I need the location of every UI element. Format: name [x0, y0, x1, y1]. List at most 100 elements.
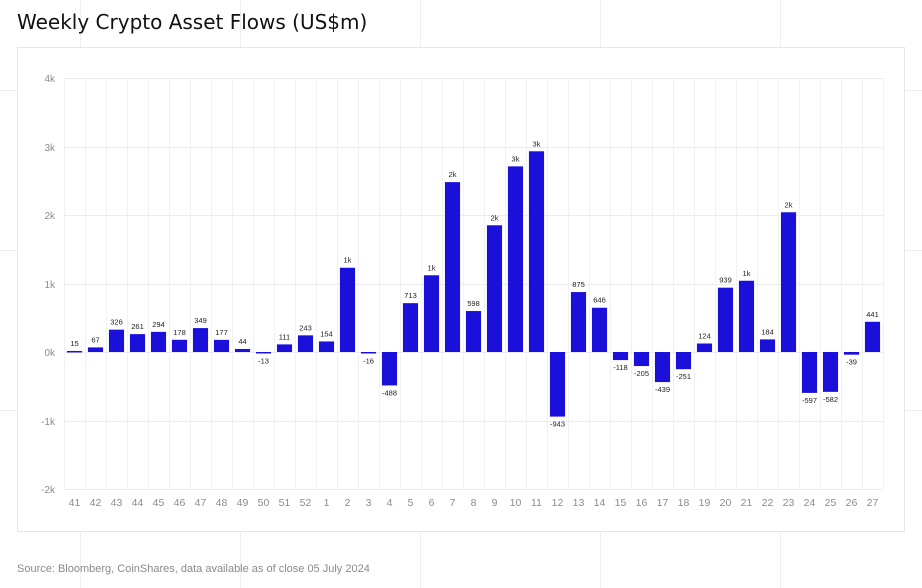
y-tick-label: 1k — [44, 280, 56, 291]
bar — [675, 352, 692, 370]
x-tick-label: 51 — [279, 497, 291, 509]
x-tick-label: 21 — [741, 497, 753, 509]
data-label: 349 — [194, 316, 207, 325]
x-tick-label: 45 — [153, 497, 165, 509]
data-label: 184 — [761, 327, 774, 336]
bar — [129, 334, 146, 352]
data-label: 1k — [743, 269, 751, 278]
x-tick-label: 50 — [258, 497, 270, 509]
data-label: 67 — [91, 335, 99, 344]
x-tick-label: 3 — [366, 497, 372, 509]
x-tick-label: 20 — [720, 497, 732, 509]
bar — [360, 352, 377, 354]
data-label: 154 — [320, 329, 333, 338]
x-tick-label: 43 — [111, 497, 123, 509]
data-label: -39 — [846, 358, 857, 367]
bar — [402, 303, 419, 352]
bar — [381, 352, 398, 386]
bar — [507, 166, 524, 352]
x-tick-label: 2 — [345, 497, 351, 509]
x-tick-label: 1 — [324, 497, 330, 509]
y-tick-label: -2k — [41, 485, 56, 496]
bar — [108, 329, 125, 352]
bar — [528, 151, 545, 352]
data-label: -439 — [655, 385, 670, 394]
data-label: -13 — [258, 357, 269, 366]
bar — [276, 344, 293, 352]
data-label: -205 — [634, 369, 649, 378]
chart-title: Weekly Crypto Asset Flows (US$m) — [17, 10, 368, 34]
x-tick-label: 18 — [678, 497, 690, 509]
bar — [843, 352, 860, 355]
x-tick-label: 9 — [492, 497, 498, 509]
x-tick-label: 10 — [510, 497, 522, 509]
bar — [780, 212, 797, 352]
x-tick-label: 46 — [174, 497, 186, 509]
x-tick-label: 52 — [300, 497, 312, 509]
x-tick-label: 48 — [216, 497, 228, 509]
data-label: -16 — [363, 357, 374, 366]
data-label: 124 — [698, 332, 711, 341]
bar — [549, 352, 566, 417]
bar — [213, 339, 230, 352]
data-label: -943 — [550, 420, 565, 429]
data-label: 3k — [512, 154, 520, 163]
data-label: 939 — [719, 276, 732, 285]
bar — [717, 287, 734, 352]
x-tick-label: 6 — [429, 497, 435, 509]
y-tick-label: 3k — [44, 143, 56, 154]
x-tick-label: 41 — [69, 497, 81, 509]
data-label: 243 — [299, 323, 312, 332]
bar — [318, 341, 335, 352]
bar — [87, 347, 104, 352]
data-label: 294 — [152, 320, 165, 329]
x-tick-label: 4 — [387, 497, 393, 509]
data-label: -582 — [823, 395, 838, 404]
x-tick-label: 23 — [783, 497, 795, 509]
y-tick-label: 0k — [44, 348, 56, 359]
bar — [339, 267, 356, 352]
bar — [150, 331, 167, 352]
data-label: 2k — [785, 200, 793, 209]
bar — [822, 352, 839, 392]
x-tick-label: 15 — [615, 497, 627, 509]
x-tick-label: 12 — [552, 497, 564, 509]
x-tick-label: 42 — [90, 497, 102, 509]
bar — [591, 307, 608, 352]
bar — [192, 328, 209, 352]
data-label: -488 — [382, 388, 397, 397]
data-label: 2k — [491, 213, 499, 222]
data-label: 326 — [110, 318, 123, 327]
x-tick-label: 22 — [762, 497, 774, 509]
x-tick-label: 49 — [237, 497, 249, 509]
x-tick-label: 26 — [846, 497, 858, 509]
data-label: 178 — [173, 328, 186, 337]
data-label: 598 — [467, 299, 480, 308]
y-tick-label: 4k — [44, 74, 56, 85]
bar — [738, 280, 755, 352]
bar — [486, 225, 503, 352]
x-tick-label: 8 — [471, 497, 477, 509]
data-label: 1k — [344, 256, 352, 265]
x-tick-label: 11 — [531, 497, 542, 509]
data-label: 261 — [131, 322, 144, 331]
x-tick-label: 7 — [450, 497, 456, 509]
x-tick-label: 44 — [132, 497, 144, 509]
x-tick-label: 5 — [408, 497, 414, 509]
bar — [66, 350, 83, 353]
bar — [633, 352, 650, 367]
data-label: 1k — [428, 263, 436, 272]
bar — [654, 352, 671, 383]
x-tick-label: 16 — [636, 497, 648, 509]
bar — [423, 275, 440, 352]
data-label: 713 — [404, 291, 417, 300]
bar — [759, 339, 776, 352]
data-label: 441 — [866, 310, 879, 319]
bar — [612, 352, 629, 361]
x-tick-label: 13 — [573, 497, 585, 509]
data-label: -597 — [802, 396, 817, 405]
data-label: -251 — [676, 372, 691, 381]
data-label: -118 — [613, 363, 627, 372]
